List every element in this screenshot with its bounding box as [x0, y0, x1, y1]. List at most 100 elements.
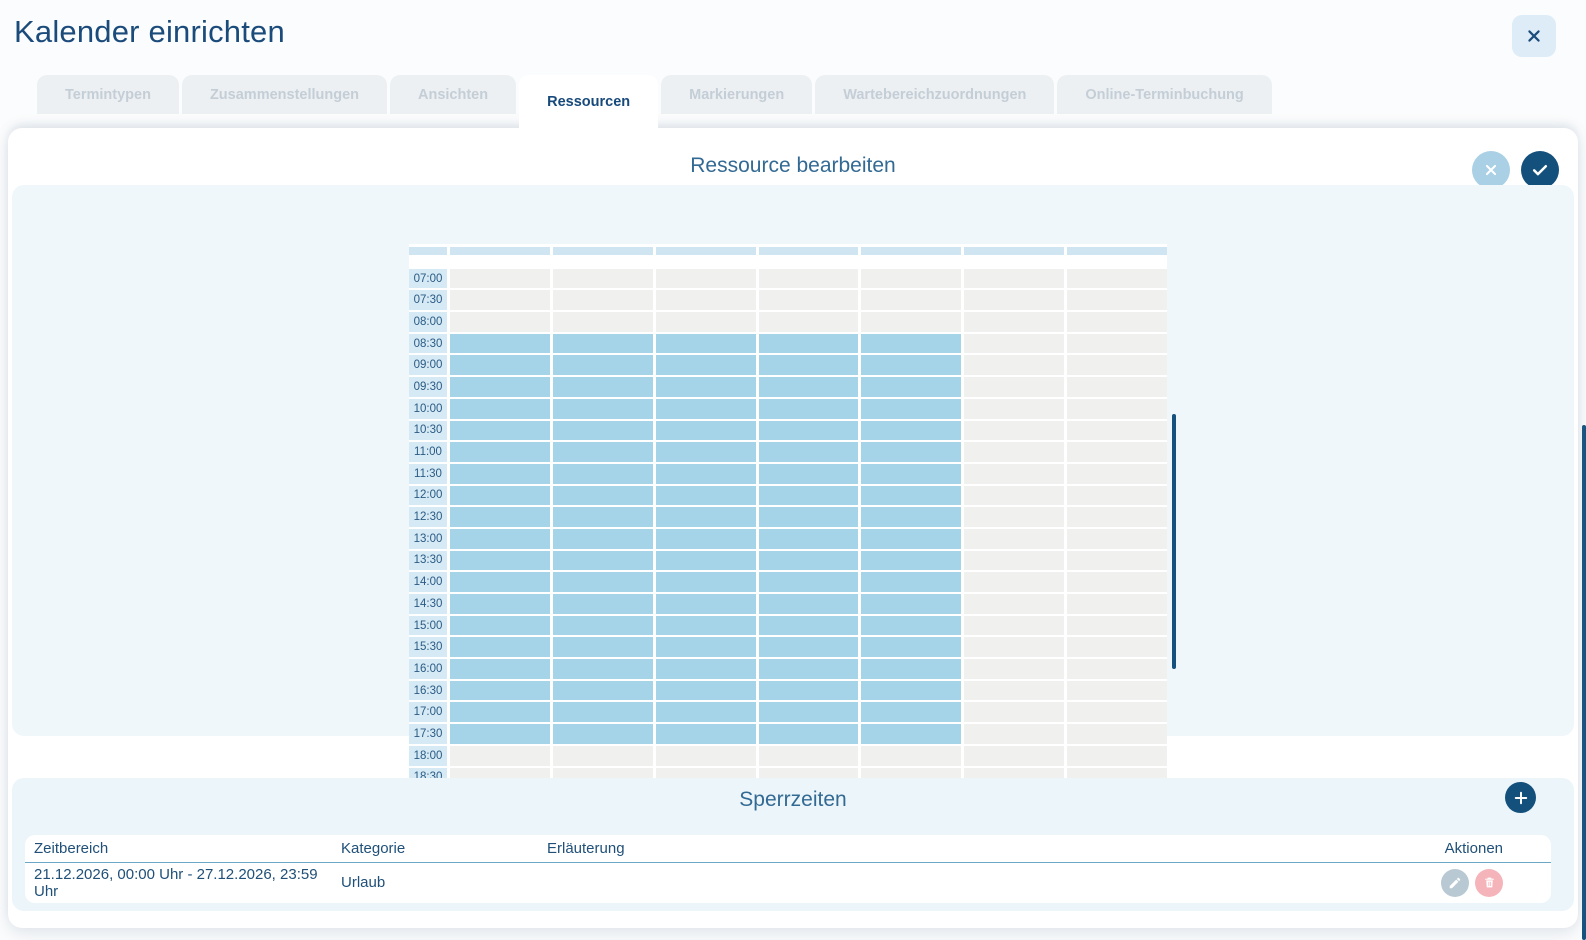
schedule-cell[interactable]	[450, 420, 550, 441]
schedule-cell[interactable]	[861, 398, 962, 419]
schedule-cell[interactable]	[552, 355, 653, 376]
schedule-cell[interactable]	[552, 572, 653, 592]
schedule-cell[interactable]	[758, 377, 859, 397]
schedule-cell[interactable]	[1067, 724, 1167, 744]
schedule-cell[interactable]	[758, 745, 859, 766]
tab-zusammenstellungen[interactable]: Zusammenstellungen	[181, 75, 388, 114]
schedule-cell[interactable]	[655, 594, 756, 614]
schedule-cell[interactable]	[450, 268, 550, 289]
schedule-cell[interactable]	[861, 420, 962, 441]
schedule-cell[interactable]	[861, 745, 962, 766]
schedule-cell[interactable]	[552, 659, 653, 679]
schedule-cell[interactable]	[450, 442, 550, 462]
schedule-cell[interactable]	[655, 463, 756, 484]
schedule-cell[interactable]	[450, 312, 550, 332]
schedule-cell[interactable]	[1067, 355, 1167, 376]
schedule-cell[interactable]	[450, 333, 550, 354]
schedule-cell[interactable]	[552, 680, 653, 701]
schedule-cell[interactable]	[655, 398, 756, 419]
schedule-cell[interactable]	[758, 507, 859, 527]
schedule-cell[interactable]	[655, 724, 756, 744]
schedule-cell[interactable]	[450, 355, 550, 376]
schedule-cell[interactable]	[758, 485, 859, 506]
schedule-cell[interactable]	[964, 485, 1065, 506]
schedule-cell[interactable]	[758, 268, 859, 289]
schedule-cell[interactable]	[964, 377, 1065, 397]
schedule-cell[interactable]	[861, 572, 962, 592]
schedule-cell[interactable]	[655, 659, 756, 679]
schedule-cell[interactable]	[964, 312, 1065, 332]
schedule-cell[interactable]	[1067, 290, 1167, 311]
schedule-cell[interactable]	[861, 680, 962, 701]
schedule-cell[interactable]	[1067, 398, 1167, 419]
schedule-cell[interactable]	[655, 420, 756, 441]
schedule-cell[interactable]	[450, 637, 550, 658]
schedule-cell[interactable]	[552, 268, 653, 289]
schedule-cell[interactable]	[758, 702, 859, 723]
schedule-cell[interactable]	[758, 680, 859, 701]
schedule-cell[interactable]	[655, 442, 756, 462]
schedule-cell[interactable]	[655, 333, 756, 354]
schedule-cell[interactable]	[758, 290, 859, 311]
schedule-cell[interactable]	[758, 528, 859, 549]
schedule-cell[interactable]	[552, 377, 653, 397]
schedule-cell[interactable]	[964, 463, 1065, 484]
schedule-cell[interactable]	[655, 572, 756, 592]
schedule-cell[interactable]	[758, 420, 859, 441]
schedule-cell[interactable]	[861, 463, 962, 484]
schedule-cell[interactable]	[450, 485, 550, 506]
schedule-cell[interactable]	[552, 528, 653, 549]
schedule-cell[interactable]	[861, 377, 962, 397]
schedule-cell[interactable]	[964, 637, 1065, 658]
schedule-cell[interactable]	[861, 507, 962, 527]
schedule-cell[interactable]	[861, 442, 962, 462]
schedule-cell[interactable]	[758, 312, 859, 332]
schedule-cell[interactable]	[1067, 268, 1167, 289]
window-close-button[interactable]	[1512, 15, 1556, 57]
schedule-cell[interactable]	[964, 398, 1065, 419]
schedule-cell[interactable]	[964, 615, 1065, 636]
schedule-cell[interactable]	[450, 377, 550, 397]
schedule-cell[interactable]	[861, 724, 962, 744]
schedule-cell[interactable]	[1067, 745, 1167, 766]
schedule-cell[interactable]	[450, 615, 550, 636]
schedule-cell[interactable]	[758, 594, 859, 614]
schedule-cell[interactable]	[964, 420, 1065, 441]
schedule-cell[interactable]	[758, 615, 859, 636]
schedule-cell[interactable]	[1067, 572, 1167, 592]
schedule-cell[interactable]	[964, 268, 1065, 289]
schedule-cell[interactable]	[861, 333, 962, 354]
tab-markierungen[interactable]: Markierungen	[661, 75, 813, 114]
schedule-cell[interactable]	[655, 507, 756, 527]
schedule-cell[interactable]	[655, 355, 756, 376]
schedule-cell[interactable]	[552, 442, 653, 462]
add-blocked-time-button[interactable]	[1505, 782, 1536, 813]
schedule-cell[interactable]	[964, 507, 1065, 527]
page-scrollbar-thumb[interactable]	[1582, 425, 1586, 940]
schedule-cell[interactable]	[552, 463, 653, 484]
schedule-cell[interactable]	[758, 398, 859, 419]
schedule-cell[interactable]	[450, 290, 550, 311]
schedule-cell[interactable]	[861, 290, 962, 311]
schedule-cell[interactable]	[964, 528, 1065, 549]
schedule-cell[interactable]	[861, 594, 962, 614]
schedule-cell[interactable]	[964, 659, 1065, 679]
schedule-cell[interactable]	[1067, 333, 1167, 354]
schedule-cell[interactable]	[552, 615, 653, 636]
schedule-cell[interactable]	[861, 702, 962, 723]
schedule-cell[interactable]	[758, 550, 859, 571]
schedule-cell[interactable]	[655, 680, 756, 701]
schedule-cell[interactable]	[552, 550, 653, 571]
schedule-cell[interactable]	[655, 702, 756, 723]
tab-termintypen[interactable]: Termintypen	[37, 75, 179, 114]
schedule-cell[interactable]	[1067, 680, 1167, 701]
schedule-cell[interactable]	[655, 312, 756, 332]
schedule-cell[interactable]	[861, 550, 962, 571]
schedule-cell[interactable]	[758, 572, 859, 592]
schedule-cell[interactable]	[861, 659, 962, 679]
schedule-cell[interactable]	[861, 528, 962, 549]
schedule-cell[interactable]	[861, 355, 962, 376]
schedule-cell[interactable]	[1067, 312, 1167, 332]
editor-confirm-button[interactable]	[1521, 151, 1559, 189]
schedule-cell[interactable]	[655, 637, 756, 658]
